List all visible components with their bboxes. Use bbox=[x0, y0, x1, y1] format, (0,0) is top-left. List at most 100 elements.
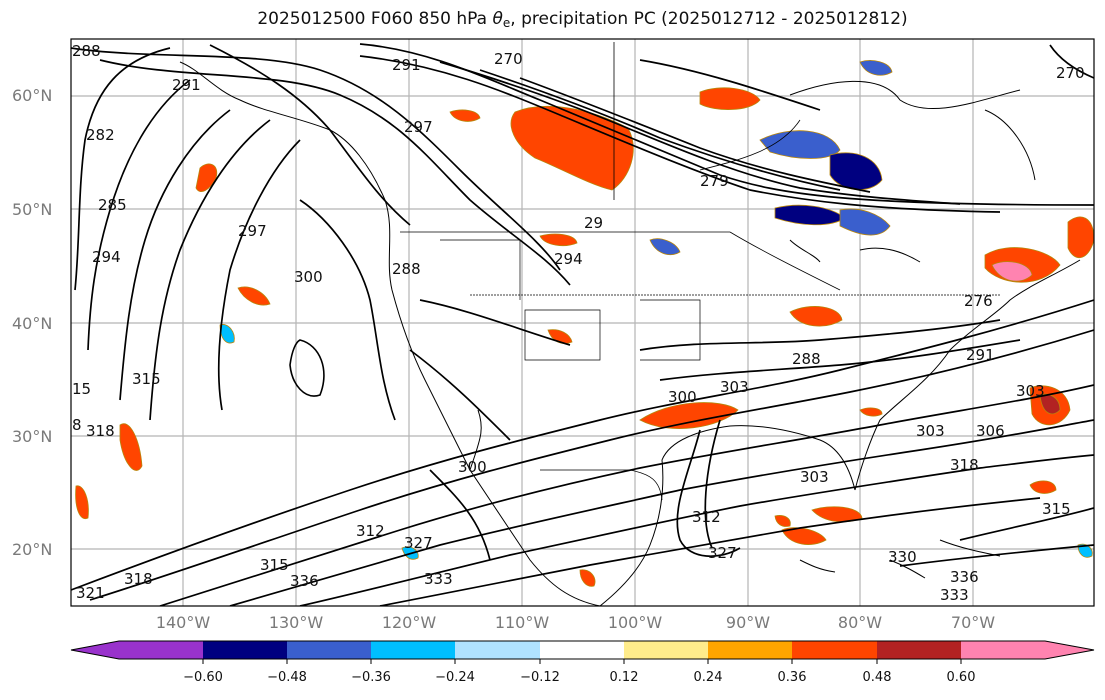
colorbar-segment bbox=[1045, 641, 1094, 659]
precip-negative-patch bbox=[829, 152, 883, 191]
contour-label: 306 bbox=[976, 422, 1005, 440]
colorbar-tick-label: 0.60 bbox=[947, 670, 976, 685]
contour-label: 303 bbox=[1016, 382, 1045, 400]
colorbar-tick-label: 0.36 bbox=[778, 670, 807, 685]
precip-positive-patch bbox=[75, 485, 89, 520]
contour-label: 330 bbox=[888, 548, 917, 566]
contour-label: 282 bbox=[86, 126, 115, 144]
precip-negative-patch bbox=[859, 60, 893, 76]
lat-label: 50°N bbox=[12, 200, 52, 219]
contour-label: 8 bbox=[72, 416, 82, 434]
colorbar-tick-label: 0.48 bbox=[863, 670, 892, 685]
colorbar-segment bbox=[287, 641, 371, 659]
lon-label: 90°W bbox=[726, 613, 770, 632]
precip-negative-patch bbox=[1077, 543, 1093, 558]
colorbar-outline bbox=[70, 640, 1095, 660]
lon-label: 130°W bbox=[269, 613, 324, 632]
contour-label: 333 bbox=[940, 586, 969, 604]
contour-label: 315 bbox=[1042, 500, 1071, 518]
precip-positive-patch bbox=[859, 407, 883, 417]
colorbar-tick-label: −0.36 bbox=[351, 670, 391, 685]
colorbar-tick-label: −0.24 bbox=[435, 670, 475, 685]
contour-label: 300 bbox=[668, 388, 697, 406]
contour-label: 333 bbox=[424, 570, 453, 588]
lon-label: 140°W bbox=[156, 613, 211, 632]
contour-label: 318 bbox=[950, 456, 979, 474]
precip-positive-patch bbox=[811, 506, 863, 523]
contour-label: 291 bbox=[172, 76, 201, 94]
contour-label: 294 bbox=[554, 250, 583, 268]
colorbar-segment bbox=[961, 641, 1045, 659]
contour-label: 294 bbox=[92, 248, 121, 266]
contour-label: 336 bbox=[290, 572, 319, 590]
colorbar-segment bbox=[540, 641, 624, 659]
contour-label: 327 bbox=[708, 544, 737, 562]
contour-label: 315 bbox=[260, 556, 289, 574]
precip-positive-patch bbox=[539, 233, 578, 247]
lat-axis: 60°N 50°N 40°N 30°N 20°N bbox=[12, 86, 52, 559]
lat-label: 40°N bbox=[12, 314, 52, 333]
theta-e-contours bbox=[71, 43, 1094, 606]
contour-label: 279 bbox=[700, 172, 729, 190]
precip-negative-patch bbox=[759, 130, 841, 159]
precip-positive-patch bbox=[699, 87, 761, 110]
lat-label: 60°N bbox=[12, 86, 52, 105]
lon-label: 80°W bbox=[838, 613, 882, 632]
lon-label: 70°W bbox=[951, 613, 995, 632]
precip-positive-patch bbox=[781, 527, 827, 545]
colorbar-segment bbox=[119, 641, 203, 659]
colorbar: −0.60 −0.48 −0.36 −0.24 −0.12 0.12 0.24 … bbox=[70, 640, 1095, 685]
contour-label: 315 bbox=[132, 370, 161, 388]
colorbar-segment bbox=[792, 641, 877, 659]
precip-negative-patch bbox=[839, 208, 891, 236]
contour-label: 321 bbox=[76, 584, 105, 602]
page-title: 2025012500 F060 850 hPa θe, precipitatio… bbox=[257, 9, 908, 30]
contour-label: 327 bbox=[404, 534, 433, 552]
lon-label: 120°W bbox=[382, 613, 437, 632]
contour-label: 270 bbox=[1056, 64, 1085, 82]
precip-shading bbox=[75, 60, 1094, 587]
coastlines-borders bbox=[179, 42, 1081, 606]
colorbar-tick-label: −0.12 bbox=[520, 670, 560, 685]
contour-label: 270 bbox=[494, 50, 523, 68]
lon-label: 100°W bbox=[608, 613, 663, 632]
colorbar-tick-label: 0.24 bbox=[694, 670, 723, 685]
contour-label: 336 bbox=[950, 568, 979, 586]
colorbar-segment bbox=[71, 641, 119, 659]
contour-label: 297 bbox=[404, 118, 433, 136]
lon-axis: 140°W 130°W 120°W 110°W 100°W 90°W 80°W … bbox=[156, 613, 995, 632]
precip-positive-patch bbox=[579, 569, 596, 587]
contour-label: 318 bbox=[86, 422, 115, 440]
precip-positive-patch bbox=[547, 329, 573, 344]
contour-label: 303 bbox=[720, 378, 749, 396]
colorbar-segment bbox=[203, 641, 287, 659]
lat-label: 30°N bbox=[12, 427, 52, 446]
precip-positive-patch bbox=[237, 286, 271, 306]
lat-label: 20°N bbox=[12, 540, 52, 559]
contour-label: 297 bbox=[238, 222, 267, 240]
colorbar-segment bbox=[455, 641, 540, 659]
contour-label: 291 bbox=[392, 56, 421, 74]
colorbar-tick-label: −0.48 bbox=[267, 670, 307, 685]
contour-label: 288 bbox=[792, 350, 821, 368]
contour-label: 291 bbox=[966, 346, 995, 364]
colorbar-segment bbox=[708, 641, 792, 659]
precip-positive-patch bbox=[195, 163, 218, 192]
precip-positive-patch bbox=[774, 515, 791, 527]
contour-label: 288 bbox=[72, 42, 101, 60]
precip-positive-patch bbox=[639, 402, 739, 430]
contour-label: 300 bbox=[294, 268, 323, 286]
contour-label: 312 bbox=[692, 508, 721, 526]
precip-positive-patch bbox=[510, 106, 634, 191]
contour-label: 300 bbox=[458, 458, 487, 476]
precip-negative-patch bbox=[219, 324, 235, 344]
contour-labels: 288 291 297 270 279 270 282 285 291 294 … bbox=[72, 42, 1085, 604]
lon-label: 110°W bbox=[495, 613, 550, 632]
contour-label: 303 bbox=[916, 422, 945, 440]
precip-positive-patch bbox=[1029, 480, 1057, 494]
colorbar-tick-label: −0.60 bbox=[183, 670, 223, 685]
colorbar-segment bbox=[371, 641, 455, 659]
colorbar-tick-label: 0.12 bbox=[610, 670, 639, 685]
contour-label: 29 bbox=[584, 214, 603, 232]
